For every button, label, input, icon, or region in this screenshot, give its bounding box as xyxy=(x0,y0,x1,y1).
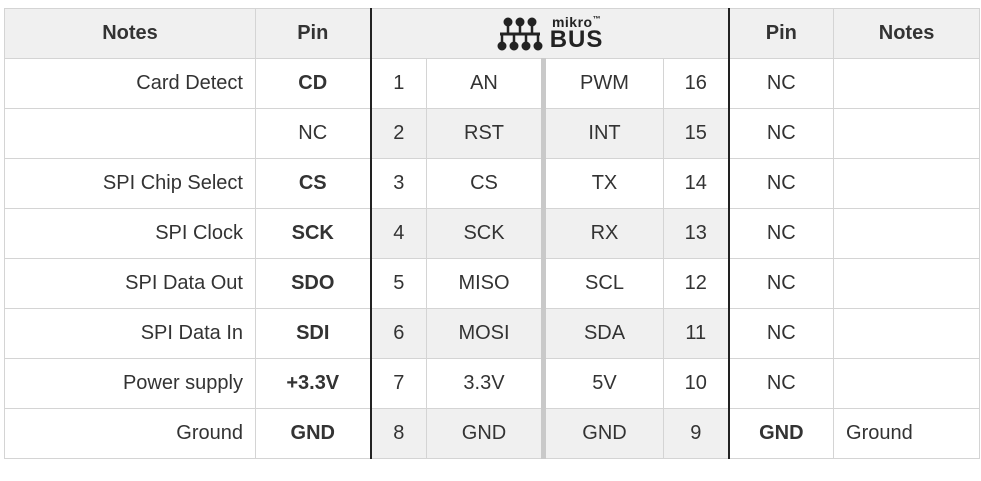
pinout-table: Notes Pin xyxy=(4,8,981,459)
pin-number-left-cell: 4 xyxy=(369,208,427,259)
signal-right-cell: INT xyxy=(541,108,664,159)
pin-left-cell: SDI xyxy=(255,308,371,359)
table-row: Ground GND 8 GND GND 9 GND Ground xyxy=(4,408,981,459)
note-right-cell xyxy=(833,158,981,209)
mikrobus-network-icon xyxy=(497,17,543,50)
signal-left-cell: MISO xyxy=(426,258,544,309)
note-left-cell: SPI Data Out xyxy=(4,258,256,309)
pin-right-cell: NC xyxy=(728,108,835,159)
pin-left-cell: NC xyxy=(255,108,371,159)
signal-left-cell: RST xyxy=(426,108,544,159)
note-right-cell xyxy=(833,358,981,409)
pin-right-cell: NC xyxy=(728,58,835,109)
pin-number-right-cell: 16 xyxy=(662,58,730,109)
header-notes-left: Notes xyxy=(4,8,256,59)
note-right-cell xyxy=(833,58,981,109)
note-left-cell: SPI Clock xyxy=(4,208,256,259)
logo-mikro-text: mikro™ xyxy=(551,14,602,30)
note-right-cell xyxy=(833,208,981,259)
table-row: SPI Clock SCK 4 SCK RX 13 NC xyxy=(4,208,981,259)
note-left-cell: Power supply xyxy=(4,358,256,409)
pin-left-cell: GND xyxy=(255,408,371,459)
signal-right-cell: RX xyxy=(541,208,664,259)
pin-right-cell: GND xyxy=(728,408,835,459)
table-row: Power supply +3.3V 7 3.3V 5V 10 NC xyxy=(4,358,981,409)
pin-number-right-cell: 10 xyxy=(662,358,730,409)
signal-right-cell: 5V xyxy=(541,358,664,409)
pin-left-cell: SDO xyxy=(255,258,371,309)
table-row: SPI Chip Select CS 3 CS TX 14 NC xyxy=(4,158,981,209)
pin-number-left-cell: 8 xyxy=(369,408,427,459)
pin-number-right-cell: 9 xyxy=(662,408,730,459)
pin-left-cell: +3.3V xyxy=(255,358,371,409)
note-left-cell: Ground xyxy=(4,408,256,459)
header-notes-right: Notes xyxy=(833,8,981,59)
pin-right-cell: NC xyxy=(728,258,835,309)
pin-number-right-cell: 13 xyxy=(662,208,730,259)
signal-right-cell: SDA xyxy=(541,308,664,359)
logo-bus-text: BUS xyxy=(549,26,604,53)
pin-number-left-cell: 6 xyxy=(369,308,427,359)
pin-right-cell: NC xyxy=(728,208,835,259)
header-pin-right: Pin xyxy=(728,8,835,59)
header-row: Notes Pin xyxy=(4,8,981,59)
table-row: SPI Data In SDI 6 MOSI SDA 11 NC xyxy=(4,308,981,359)
pin-left-cell: CD xyxy=(255,58,371,109)
signal-right-cell: GND xyxy=(541,408,664,459)
note-right-cell xyxy=(833,258,981,309)
note-right-cell: Ground xyxy=(833,408,981,459)
pin-number-left-cell: 2 xyxy=(369,108,427,159)
signal-left-cell: GND xyxy=(426,408,544,459)
pin-left-cell: CS xyxy=(255,158,371,209)
note-right-cell xyxy=(833,108,981,159)
signal-left-cell: CS xyxy=(426,158,544,209)
signal-left-cell: 3.3V xyxy=(426,358,544,409)
signal-right-cell: TX xyxy=(541,158,664,209)
mikrobus-logo-cell: mikro™ BUS xyxy=(369,8,730,59)
signal-left-cell: MOSI xyxy=(426,308,544,359)
header-pin-left: Pin xyxy=(255,8,371,59)
pin-right-cell: NC xyxy=(728,358,835,409)
pin-number-right-cell: 14 xyxy=(662,158,730,209)
table-row: Card Detect CD 1 AN PWM 16 NC xyxy=(4,58,981,109)
signal-right-cell: PWM xyxy=(541,58,664,109)
note-left-cell xyxy=(4,108,256,159)
pin-number-left-cell: 3 xyxy=(369,158,427,209)
note-left-cell: SPI Chip Select xyxy=(4,158,256,209)
pin-right-cell: NC xyxy=(728,308,835,359)
signal-left-cell: SCK xyxy=(426,208,544,259)
pin-number-left-cell: 1 xyxy=(369,58,427,109)
pin-number-left-cell: 7 xyxy=(369,358,427,409)
pin-number-right-cell: 15 xyxy=(662,108,730,159)
table-row: NC 2 RST INT 15 NC xyxy=(4,108,981,159)
pin-left-cell: SCK xyxy=(255,208,371,259)
pin-number-right-cell: 11 xyxy=(662,308,730,359)
note-left-cell: SPI Data In xyxy=(4,308,256,359)
signal-left-cell: AN xyxy=(426,58,544,109)
pin-number-right-cell: 12 xyxy=(662,258,730,309)
pin-number-left-cell: 5 xyxy=(369,258,427,309)
note-right-cell xyxy=(833,308,981,359)
signal-right-cell: SCL xyxy=(541,258,664,309)
note-left-cell: Card Detect xyxy=(4,58,256,109)
table-row: SPI Data Out SDO 5 MISO SCL 12 NC xyxy=(4,258,981,309)
pin-right-cell: NC xyxy=(728,158,835,209)
